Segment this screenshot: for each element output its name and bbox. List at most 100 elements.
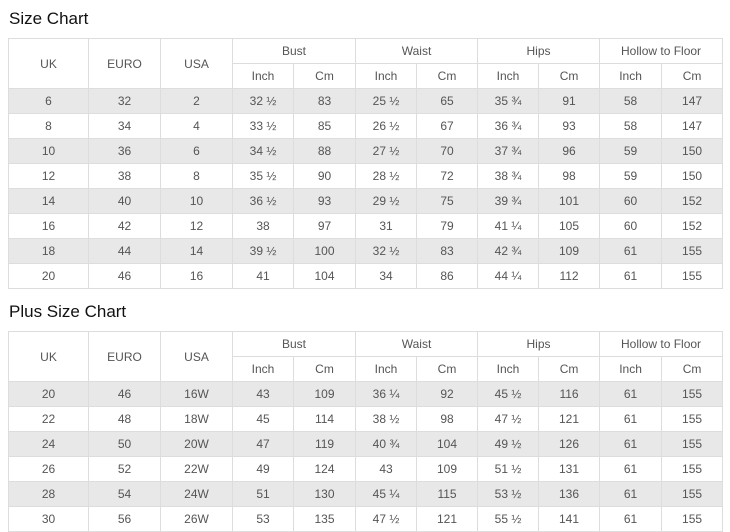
table-cell: 25 ½ [355,88,418,114]
table-cell: 61 [599,506,663,532]
table-cell: 39 ¾ [477,188,540,214]
plus-size-chart-body: 20 46 16W 43 109 36 ¼ 92 45 ½ 116 61 155 22 48 18W 45 1… [8,381,724,532]
table-cell: 40 ¾ [355,431,418,457]
table-row: 16 42 12 38 97 31 79 41 ¼ 105 60 152 [8,213,724,239]
table-cell: 42 ¾ [477,238,540,264]
table-cell: 48 [88,406,161,432]
table-cell: 45 ½ [477,381,540,407]
table-cell: 56 [88,506,161,532]
size-chart-header: UK EURO USA Bust Waist Hips Hollow to Fl… [8,38,724,89]
table-cell: 41 ¼ [477,213,540,239]
table-row: 6 32 2 32 ½ 83 25 ½ 65 35 ¾ 91 58 147 [8,88,724,114]
table-row: 26 52 22W 49 124 43 109 51 ½ 131 61 155 [8,456,724,482]
table-row: 20 46 16W 43 109 36 ¼ 92 45 ½ 116 61 155 [8,381,724,407]
col-header-bust-cm: Cm [292,63,357,89]
table-cell: 93 [292,188,357,214]
table-cell: 60 [599,213,663,239]
table-cell: 16 [160,263,233,289]
col-header-usa: USA [160,331,233,382]
table-cell: 14 [8,188,89,214]
table-cell: 59 [599,163,663,189]
col-header-hips-inch: Inch [477,63,540,89]
col-group-waist: Waist [355,331,479,357]
col-header-hollow-cm: Cm [661,356,724,382]
table-cell: 131 [538,456,601,482]
table-cell: 41 [232,263,294,289]
table-cell: 88 [292,138,357,164]
table-cell: 49 [232,456,294,482]
table-cell: 96 [538,138,601,164]
table-cell: 61 [599,238,663,264]
header-row-units: Inch Cm Inch Cm Inch Cm Inch Cm [9,356,724,382]
table-cell: 100 [292,238,357,264]
size-chart-table: UK EURO USA Bust Waist Hips Hollow to Fl… [8,38,724,289]
col-header-usa: USA [160,38,233,89]
table-cell: 155 [661,456,724,482]
table-cell: 109 [416,456,479,482]
table-cell: 50 [88,431,161,457]
table-cell: 6 [8,88,89,114]
table-cell: 116 [538,381,601,407]
table-cell: 152 [661,188,724,214]
table-cell: 35 ½ [232,163,294,189]
table-cell: 32 ½ [232,88,294,114]
table-cell: 49 ½ [477,431,540,457]
table-cell: 58 [599,88,663,114]
table-cell: 39 ½ [232,238,294,264]
table-row: 28 54 24W 51 130 45 ¼ 115 53 ½ 136 61 155 [8,481,724,507]
table-row: 18 44 14 39 ½ 100 32 ½ 83 42 ¾ 109 61 155 [8,238,724,264]
size-chart-body: 6 32 2 32 ½ 83 25 ½ 65 35 ¾ 91 58 147 8 34 4 33 ½ 85 26 … [8,88,724,289]
table-cell: 121 [538,406,601,432]
table-cell: 38 ¾ [477,163,540,189]
table-cell: 126 [538,431,601,457]
table-cell: 28 ½ [355,163,418,189]
table-row: 30 56 26W 53 135 47 ½ 121 55 ½ 141 61 155 [8,506,724,532]
table-cell: 155 [661,506,724,532]
col-header-waist-inch: Inch [355,356,418,382]
table-cell: 155 [661,381,724,407]
table-cell: 46 [88,381,161,407]
col-group-waist: Waist [355,38,479,64]
table-cell: 22 [8,406,89,432]
table-cell: 36 ½ [232,188,294,214]
table-cell: 53 [232,506,294,532]
col-group-bust: Bust [231,38,357,64]
col-header-uk: UK [8,38,89,89]
table-cell: 46 [88,263,161,289]
col-header-bust-inch: Inch [232,356,294,382]
table-cell: 34 ½ [232,138,294,164]
col-header-hips-inch: Inch [477,356,540,382]
col-group-hips: Hips [477,331,601,357]
col-group-hollow-to-floor: Hollow to Floor [599,38,724,64]
table-cell: 26W [160,506,233,532]
table-cell: 8 [160,163,233,189]
table-cell: 141 [538,506,601,532]
table-cell: 36 ¼ [355,381,418,407]
table-cell: 61 [599,406,663,432]
table-cell: 72 [416,163,479,189]
table-row: 20 46 16 41 104 34 86 44 ¼ 112 61 155 [8,263,724,289]
table-cell: 61 [599,381,663,407]
table-cell: 61 [599,431,663,457]
table-cell: 115 [416,481,479,507]
table-cell: 43 [232,381,294,407]
table-cell: 61 [599,481,663,507]
table-cell: 150 [661,138,724,164]
table-cell: 26 ½ [355,113,418,139]
table-cell: 61 [599,456,663,482]
table-cell: 98 [538,163,601,189]
table-cell: 135 [292,506,357,532]
table-cell: 60 [599,188,663,214]
table-cell: 65 [416,88,479,114]
table-cell: 97 [292,213,357,239]
table-cell: 51 [232,481,294,507]
plus-size-chart-table: UK EURO USA Bust Waist Hips Hollow to Fl… [8,331,724,532]
table-cell: 40 [88,188,161,214]
table-cell: 44 ¼ [477,263,540,289]
table-cell: 136 [538,481,601,507]
table-cell: 38 [232,213,294,239]
table-cell: 147 [661,113,724,139]
table-cell: 155 [661,263,724,289]
table-cell: 45 ¼ [355,481,418,507]
table-cell: 35 ¾ [477,88,540,114]
